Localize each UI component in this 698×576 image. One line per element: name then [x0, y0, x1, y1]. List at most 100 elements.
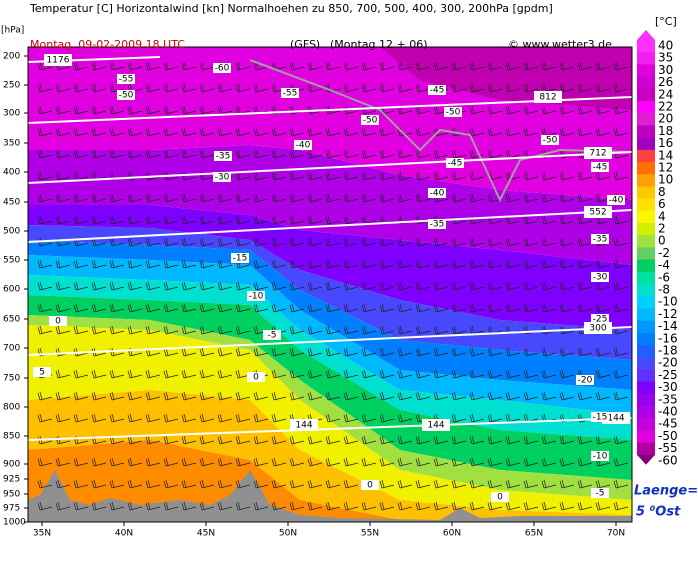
- wind-barb: [37, 259, 53, 269]
- temperature-label: -45: [430, 86, 445, 96]
- wind-barb: [145, 281, 161, 291]
- label-box: [491, 492, 509, 502]
- wind-barb: [415, 171, 431, 181]
- temperature-label: 0: [253, 373, 259, 383]
- wind-barb: [325, 369, 341, 379]
- wind-barb: [289, 347, 305, 357]
- wind-barb: [469, 171, 485, 181]
- wind-barb: [91, 149, 107, 159]
- wind-barb: [433, 149, 449, 159]
- wind-barb: [73, 325, 89, 335]
- wind-barb: [325, 479, 341, 489]
- color-unit: [°C]: [655, 15, 677, 28]
- wind-barb: [271, 127, 287, 137]
- wind-barb: [145, 215, 161, 225]
- wind-barb: [217, 435, 233, 445]
- wind-barb: [595, 61, 611, 71]
- wind-barb: [523, 435, 539, 445]
- wind-barb: [541, 391, 557, 401]
- wind-barb: [109, 325, 125, 335]
- wind-barb: [181, 61, 197, 71]
- wind-barb: [397, 347, 413, 357]
- wind-barb: [109, 501, 125, 511]
- wind-barb: [253, 347, 269, 357]
- wind-barb: [415, 435, 431, 445]
- wind-barb: [487, 457, 503, 467]
- wind-barb: [235, 457, 251, 467]
- wind-barb: [469, 303, 485, 313]
- temperature-label: -10: [249, 292, 264, 302]
- temperature-label: 5: [39, 368, 45, 378]
- label-box: [213, 63, 231, 73]
- wind-barb: [397, 325, 413, 335]
- temperature-label: -40: [296, 141, 311, 151]
- wind-barb: [343, 435, 359, 445]
- wind-barb: [577, 127, 593, 137]
- side-note: Laenge=: [634, 484, 698, 499]
- wind-barb: [199, 303, 215, 313]
- wind-barb: [505, 105, 521, 115]
- wind-barb: [55, 303, 71, 313]
- wind-barb: [181, 347, 197, 357]
- wind-barb: [127, 105, 143, 115]
- wind-barb: [613, 391, 629, 401]
- wind-barb: [235, 435, 251, 445]
- wind-barb: [379, 479, 395, 489]
- wind-barb: [415, 501, 431, 511]
- wind-barb: [307, 391, 323, 401]
- wind-barb: [361, 171, 377, 181]
- wind-barb: [451, 391, 467, 401]
- wind-barb: [109, 259, 125, 269]
- wind-barb: [595, 391, 611, 401]
- wind-barb: [181, 149, 197, 159]
- wind-barb: [325, 391, 341, 401]
- wind-barb: [91, 479, 107, 489]
- colorbar-cell: [637, 235, 655, 248]
- temperature-label: -55: [283, 89, 298, 99]
- wind-barb: [307, 435, 323, 445]
- wind-barb: [361, 193, 377, 203]
- wind-barb: [109, 479, 125, 489]
- wind-barb: [577, 215, 593, 225]
- label-box: [584, 206, 612, 218]
- wind-barb: [541, 61, 557, 71]
- wind-barb: [595, 435, 611, 445]
- wind-barb: [145, 303, 161, 313]
- x-tick-label: 70N: [607, 529, 625, 539]
- wind-barb: [541, 369, 557, 379]
- wind-barb: [127, 281, 143, 291]
- colorbar-label: -60: [658, 453, 678, 467]
- wind-barb: [415, 127, 431, 137]
- wind-barb: [73, 61, 89, 71]
- y-tick-label: 850: [3, 432, 20, 442]
- wind-barb: [361, 281, 377, 291]
- wind-barb: [523, 457, 539, 467]
- wind-barb: [271, 259, 287, 269]
- wind-barb: [217, 391, 233, 401]
- wind-barb: [271, 435, 287, 445]
- wind-barb: [397, 259, 413, 269]
- wind-barb: [415, 325, 431, 335]
- colorbar-cell: [637, 198, 655, 212]
- wind-barb: [145, 479, 161, 489]
- wind-barb: [199, 149, 215, 159]
- wind-barb: [109, 391, 125, 401]
- wind-barb: [127, 303, 143, 313]
- wind-barb: [37, 303, 53, 313]
- wind-barb: [181, 281, 197, 291]
- label-box: [541, 135, 559, 145]
- colorbar-label: 20: [658, 112, 673, 126]
- wind-barb: [559, 83, 575, 93]
- wind-barb: [451, 325, 467, 335]
- wind-barb: [253, 303, 269, 313]
- wind-barb: [163, 325, 179, 335]
- wind-barb: [451, 193, 467, 203]
- wind-barb: [415, 479, 431, 489]
- wind-barb: [325, 347, 341, 357]
- wind-barb: [145, 413, 161, 423]
- label-box: [290, 419, 318, 431]
- height-line: [28, 96, 632, 124]
- temperature-label: -50: [446, 108, 461, 118]
- wind-barb: [55, 149, 71, 159]
- wind-barb: [109, 127, 125, 137]
